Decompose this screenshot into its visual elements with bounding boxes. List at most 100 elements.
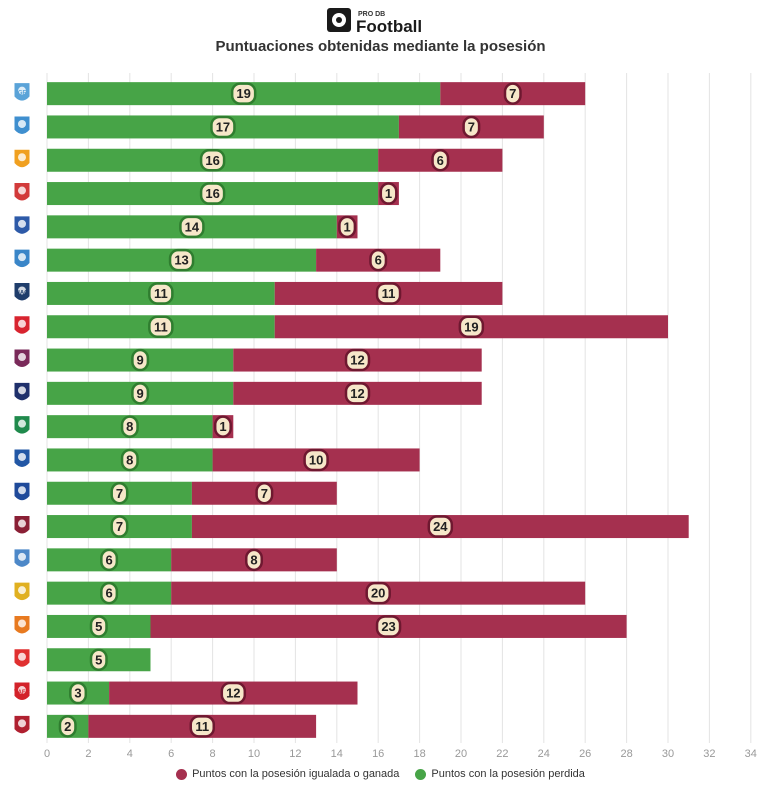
chambly-crest-icon xyxy=(13,448,31,468)
crest-emblem xyxy=(18,486,26,495)
data-label-lost: 7 xyxy=(116,519,123,534)
data-label-won-box xyxy=(344,382,371,405)
x-tick-label: 10 xyxy=(248,748,260,760)
crest-emblem xyxy=(18,686,26,695)
data-label-lost-box xyxy=(100,548,119,572)
data-label-lost-box xyxy=(148,282,174,305)
data-label-lost: 9 xyxy=(137,386,144,401)
data-label-won: 8 xyxy=(250,552,257,567)
crest-emblem xyxy=(18,253,26,262)
data-label-won-box xyxy=(338,215,357,239)
data-label-won-box xyxy=(462,115,481,139)
data-label-won: 12 xyxy=(350,353,364,368)
red-star-crest-icon xyxy=(13,415,31,435)
metz-crest-icon xyxy=(13,515,31,535)
crest-emblem xyxy=(18,652,26,661)
auxerre-crest-icon xyxy=(13,548,31,568)
data-label-won-box xyxy=(458,315,485,338)
legend-item-won: Puntos con la posesión igualada o ganada xyxy=(176,768,399,780)
x-tick-label: 34 xyxy=(745,748,757,760)
chart-title: Puntuaciones obtenidas mediante la poses… xyxy=(215,38,546,55)
x-tick-label: 26 xyxy=(579,748,591,760)
gf38-crest-icon: GF xyxy=(13,82,31,102)
data-label-won: 7 xyxy=(468,119,475,134)
x-tick-label: 32 xyxy=(703,748,715,760)
x-tick-label: 30 xyxy=(662,748,674,760)
data-label-won-box xyxy=(369,248,388,272)
data-label-lost: 16 xyxy=(205,153,219,168)
data-label-won: 11 xyxy=(382,286,396,301)
x-tick-label: 20 xyxy=(455,748,467,760)
data-label-lost: 8 xyxy=(126,452,133,467)
crest-emblem xyxy=(18,719,26,728)
data-label-won: 12 xyxy=(350,386,364,401)
data-label-won: 6 xyxy=(437,153,444,168)
data-label-lost-box xyxy=(210,115,236,139)
grid-lines xyxy=(46,73,752,743)
data-label-won-box xyxy=(245,548,263,572)
data-label-won: 1 xyxy=(385,186,392,201)
legend-label: Puntos con la posesión igualada o ganada xyxy=(192,768,400,780)
data-label-lost: 19 xyxy=(236,86,250,101)
clermont-crest-icon xyxy=(13,348,31,369)
crest-emblem xyxy=(18,552,26,561)
data-label-won-box xyxy=(379,182,398,205)
data-label-lost-box xyxy=(110,515,129,538)
x-tick-label: 4 xyxy=(127,748,133,760)
data-label-lost: 3 xyxy=(74,686,81,701)
brand-name-text: Football xyxy=(356,17,422,36)
data-label-lost-box xyxy=(110,482,129,505)
data-label-won: 24 xyxy=(433,519,448,534)
valenciennes-crest-icon: VAFC xyxy=(13,681,31,702)
legend-marker xyxy=(176,768,188,780)
x-tick-label: 12 xyxy=(289,748,301,760)
team-icons: GF HAC VAFC xyxy=(13,82,31,735)
data-label-lost: 17 xyxy=(216,119,230,134)
data-label-won: 10 xyxy=(309,452,323,467)
quevilly-crest-icon xyxy=(13,148,31,169)
data-label-lost-box xyxy=(89,648,108,671)
x-tick-label: 22 xyxy=(496,748,508,760)
data-label-lost-box xyxy=(120,448,139,472)
data-label-lost: 11 xyxy=(154,319,168,334)
hac-crest-icon: HAC xyxy=(13,281,31,302)
x-axis-ticks: 0 2 4 6 8 10 12 14 16 18 20 22 24 26 28 30 32 34 xyxy=(44,748,757,760)
crest-emblem xyxy=(18,86,26,95)
data-label-lost-box xyxy=(100,581,119,605)
crest-emblem xyxy=(18,619,26,628)
data-label-won-box xyxy=(427,515,454,538)
data-label-lost: 9 xyxy=(137,353,144,368)
data-label-won: 20 xyxy=(371,586,385,601)
data-label-lost-box xyxy=(199,182,226,205)
crest-emblem xyxy=(18,586,26,595)
lorient-crest-icon xyxy=(13,614,31,635)
paris-fc-crest-icon xyxy=(13,381,31,402)
legend-label: Puntos con la posesión perdida xyxy=(431,768,585,780)
data-label-won-box xyxy=(375,282,402,305)
crest-text: HAC xyxy=(16,290,30,296)
data-label-won: 7 xyxy=(509,86,516,101)
data-label-lost-box xyxy=(230,82,257,105)
brest-crest-icon xyxy=(13,315,31,335)
data-label-won-box xyxy=(213,415,232,438)
x-tick-label: 24 xyxy=(538,748,550,760)
data-label-won: 23 xyxy=(381,619,395,634)
data-label-lost-box xyxy=(131,348,150,372)
x-tick-label: 0 xyxy=(44,748,50,760)
brand-logo: PRO DB Football xyxy=(327,8,422,36)
estac-crest-icon xyxy=(13,248,31,269)
data-label-won-box xyxy=(189,715,215,738)
data-label-lost-box xyxy=(131,382,150,405)
x-tick-label: 18 xyxy=(413,748,425,760)
data-label-won: 1 xyxy=(219,419,226,434)
lens-crest-icon xyxy=(13,581,31,602)
data-label-won-box xyxy=(303,448,329,472)
ajaccio-crest-icon xyxy=(13,714,31,735)
crest-emblem xyxy=(18,186,26,195)
legend-marker xyxy=(415,768,427,780)
crest-text: VAFC xyxy=(14,690,31,696)
crest-emblem xyxy=(18,452,26,461)
brand-logo-ball-center xyxy=(336,17,342,23)
x-tick-label: 2 xyxy=(85,748,91,760)
crest-emblem xyxy=(18,219,26,228)
